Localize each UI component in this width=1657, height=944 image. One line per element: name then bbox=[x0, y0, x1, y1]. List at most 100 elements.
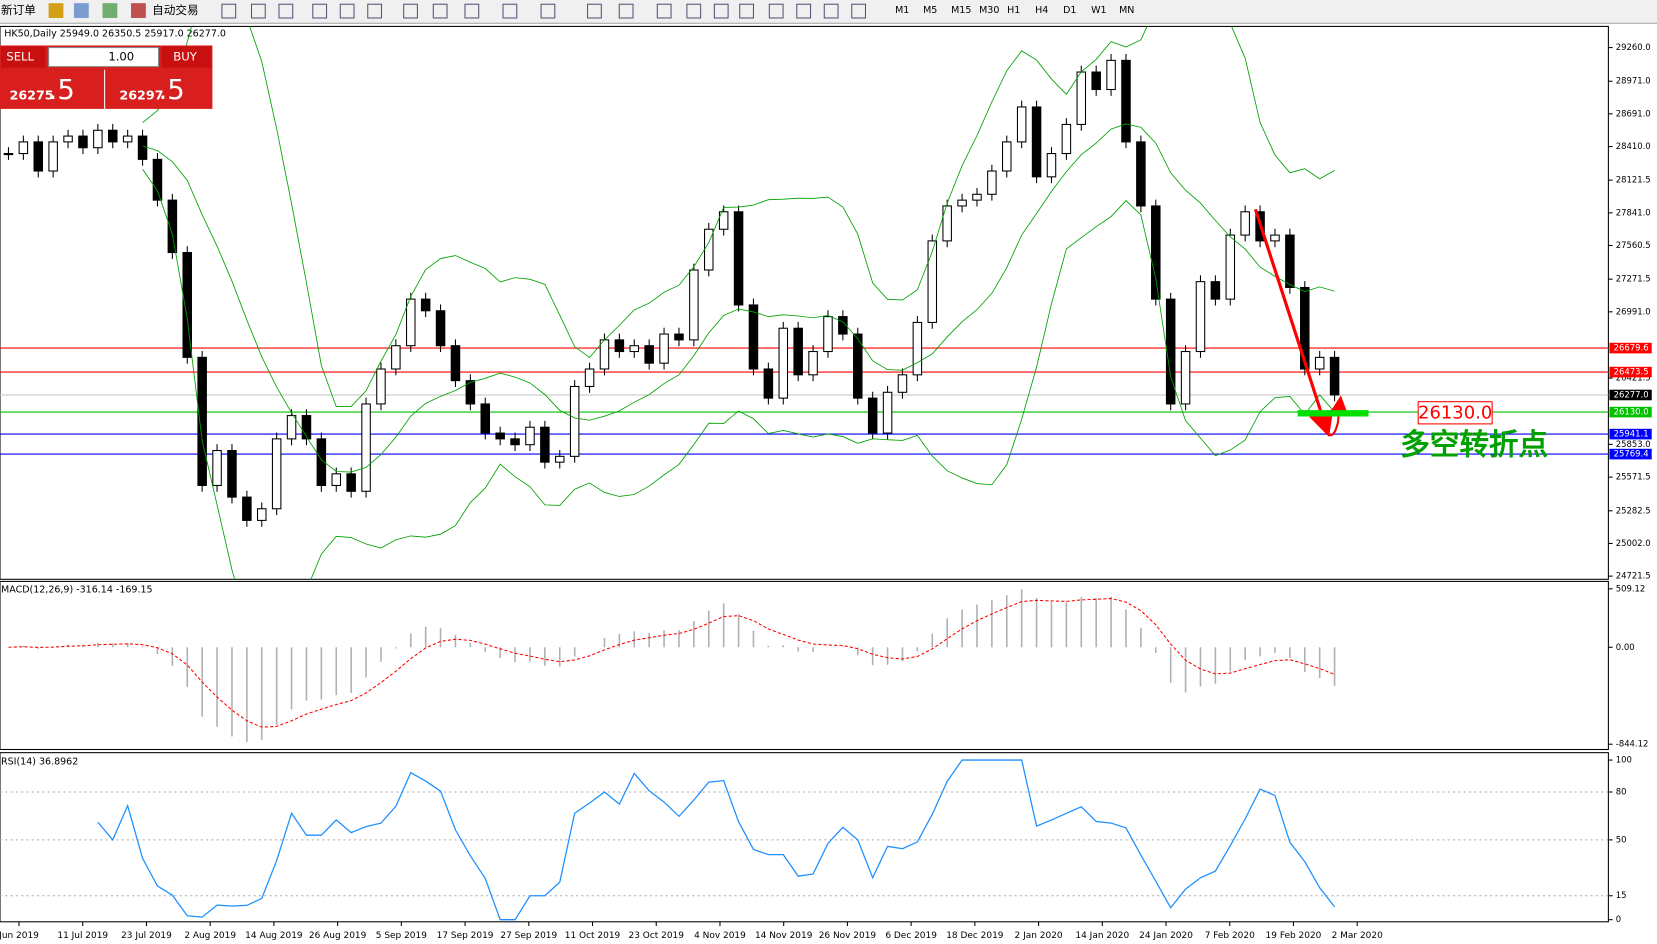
auto-trading-button[interactable]: 自动交易 bbox=[152, 3, 198, 17]
toolbar-icon[interactable] bbox=[502, 3, 518, 19]
timeframe-button[interactable]: D1 bbox=[1063, 5, 1076, 16]
toolbar-icon[interactable] bbox=[432, 3, 448, 19]
date-label: 2 Aug 2019 bbox=[184, 931, 236, 941]
candle bbox=[718, 211, 729, 230]
candle bbox=[853, 333, 863, 399]
toolbar-icon[interactable] bbox=[540, 3, 556, 19]
toolbar-icon[interactable] bbox=[339, 3, 355, 19]
toolbar-icon[interactable] bbox=[851, 3, 867, 19]
candle bbox=[1165, 298, 1176, 405]
candle bbox=[212, 449, 222, 486]
toolbar-icon[interactable] bbox=[768, 3, 784, 19]
timeframe-button[interactable]: M30 bbox=[979, 5, 999, 16]
toolbar-icon[interactable] bbox=[587, 3, 602, 19]
new-order-button[interactable]: 新订单 bbox=[1, 3, 36, 17]
price-tick-label: 26991.0 bbox=[1616, 306, 1651, 316]
candle bbox=[450, 345, 461, 382]
toolbar-icon[interactable] bbox=[686, 3, 702, 19]
candle bbox=[689, 269, 699, 341]
candle bbox=[882, 391, 893, 434]
buy-label[interactable]: BUY bbox=[173, 50, 197, 64]
rsi-panel bbox=[0, 752, 1609, 923]
level-tag-label: 26277.0 bbox=[1614, 389, 1649, 399]
price-box-text: 26130.0 bbox=[1418, 402, 1492, 423]
date-label: 7 Feb 2020 bbox=[1205, 931, 1255, 941]
macd-label: MACD(12,26,9) -316.14 -169.15 bbox=[1, 584, 153, 595]
candle bbox=[197, 356, 207, 486]
candle bbox=[748, 304, 759, 370]
date-label: 6 Dec 2019 bbox=[885, 931, 937, 941]
toolbar-icon[interactable] bbox=[367, 3, 383, 19]
toolbar-icon[interactable] bbox=[739, 3, 754, 19]
timeframe-button[interactable]: M1 bbox=[895, 5, 909, 16]
candle bbox=[644, 345, 654, 364]
timeframe-button[interactable]: H1 bbox=[1007, 5, 1020, 16]
candle bbox=[435, 310, 446, 347]
candle bbox=[1091, 71, 1101, 91]
toolbar-icon[interactable] bbox=[221, 3, 237, 19]
price-tick-label: 27271.5 bbox=[1616, 274, 1651, 284]
toolbar-icon[interactable] bbox=[656, 3, 672, 19]
candle bbox=[584, 368, 595, 387]
toolbar-icon[interactable] bbox=[464, 3, 480, 19]
candle bbox=[510, 438, 520, 446]
icon[interactable] bbox=[102, 3, 118, 18]
icon[interactable] bbox=[73, 3, 89, 18]
level-tag-label: 26679.6 bbox=[1614, 343, 1649, 353]
sell-label[interactable]: SELL bbox=[6, 50, 34, 64]
sell-price-frac[interactable]: .5 bbox=[49, 74, 75, 106]
candle bbox=[674, 333, 684, 341]
candle bbox=[122, 135, 133, 143]
level-tag bbox=[1609, 342, 1652, 354]
candle bbox=[1225, 234, 1236, 300]
date-label: 18 Dec 2019 bbox=[946, 931, 1004, 941]
date-label: 26 Aug 2019 bbox=[309, 931, 367, 941]
buy-price[interactable]: 26297 bbox=[119, 88, 163, 103]
timeframe-button[interactable]: M15 bbox=[951, 5, 971, 16]
price-tick-label: 25002.0 bbox=[1616, 538, 1651, 548]
candle bbox=[1300, 286, 1310, 370]
annotation-arrow bbox=[1253, 208, 1334, 438]
candle bbox=[793, 327, 803, 376]
candle bbox=[897, 374, 908, 393]
annotation-curve bbox=[1326, 395, 1348, 437]
candle bbox=[301, 415, 312, 440]
timeframe-button[interactable]: H4 bbox=[1035, 5, 1048, 16]
sell-price[interactable]: 26275 bbox=[10, 88, 54, 103]
candle bbox=[525, 426, 535, 446]
candle bbox=[1046, 153, 1057, 178]
level-tag-label: 25941.1 bbox=[1614, 429, 1649, 439]
candle bbox=[1270, 234, 1280, 242]
toolbar-icon[interactable] bbox=[250, 3, 266, 19]
toolbar-icon[interactable] bbox=[278, 3, 294, 19]
level-tag bbox=[1609, 406, 1652, 418]
lot-input[interactable] bbox=[48, 47, 160, 68]
macd-tick-label: -844.12 bbox=[1616, 739, 1649, 749]
toolbar-icon[interactable] bbox=[713, 3, 729, 19]
candle bbox=[1136, 141, 1146, 207]
buy-button[interactable] bbox=[161, 46, 212, 68]
price-tick-label: 27560.5 bbox=[1616, 240, 1651, 250]
icon[interactable] bbox=[48, 3, 64, 18]
candle bbox=[18, 141, 29, 155]
toolbar-icon[interactable] bbox=[823, 3, 839, 19]
candle bbox=[316, 438, 327, 486]
icon[interactable] bbox=[131, 3, 146, 18]
toolbar-icon[interactable] bbox=[403, 3, 418, 19]
date-label: 17 Sep 2019 bbox=[437, 931, 494, 941]
toolbar-icon[interactable] bbox=[618, 3, 634, 19]
candle bbox=[242, 496, 252, 521]
candle bbox=[33, 141, 44, 172]
toolbar-icon[interactable] bbox=[796, 3, 812, 19]
sell-button[interactable] bbox=[1, 46, 46, 68]
candle bbox=[3, 153, 14, 156]
candle bbox=[182, 252, 193, 358]
candle bbox=[1180, 351, 1191, 405]
toolbar-icon[interactable] bbox=[312, 3, 328, 19]
timeframe-button[interactable]: M5 bbox=[923, 5, 937, 16]
timeframe-button[interactable]: MN bbox=[1119, 5, 1134, 16]
buy-price-frac[interactable]: .5 bbox=[159, 74, 185, 106]
macd-tick-label: 509.12 bbox=[1616, 583, 1646, 593]
timeframe-button[interactable]: W1 bbox=[1091, 5, 1106, 16]
lot-value[interactable]: 1.00 bbox=[108, 50, 134, 64]
